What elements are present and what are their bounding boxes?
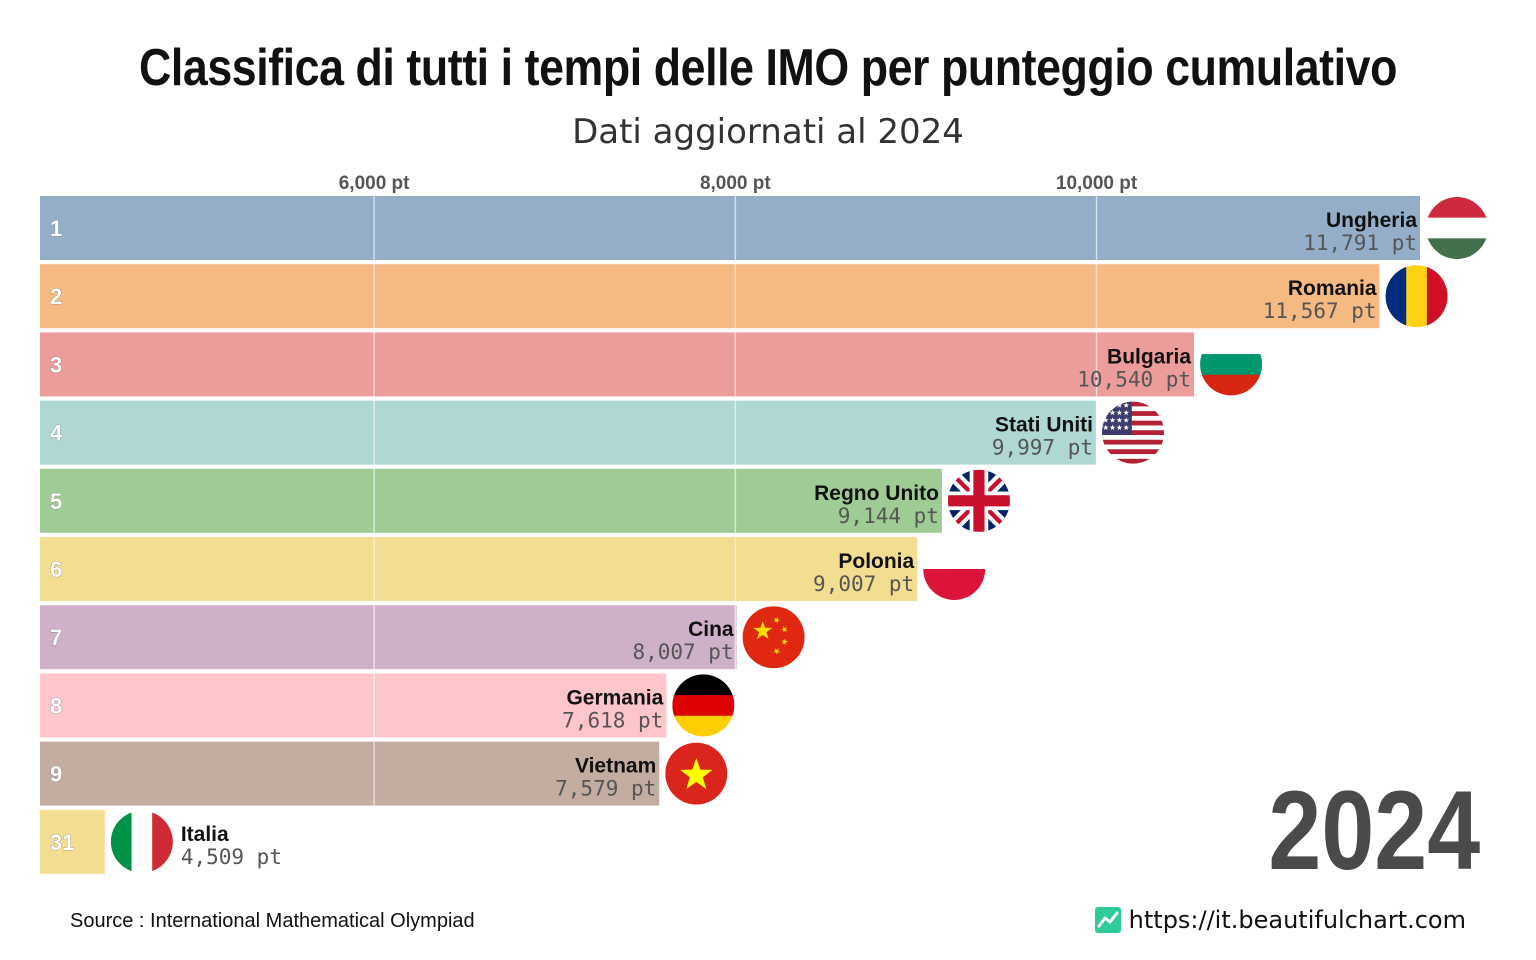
value-label: 10,540 pt: [1077, 367, 1191, 391]
site-url[interactable]: https://it.beautifulchart.com: [1128, 906, 1466, 934]
bar-romania: [40, 264, 1380, 329]
bar-italy: [40, 809, 105, 874]
bar-china: [40, 605, 737, 670]
value-label: 8,007 pt: [632, 640, 733, 664]
flag-vietnam-icon: [665, 742, 728, 805]
chart-line-icon: [1094, 907, 1121, 933]
site-link[interactable]: https://it.beautifulchart.com: [1094, 906, 1466, 934]
flag-china-icon: [742, 606, 805, 669]
country-label: Polonia: [838, 550, 914, 573]
value-label: 9,007 pt: [813, 572, 914, 596]
rank-label: 6: [50, 557, 62, 582]
country-label: Stati Uniti: [995, 414, 1093, 437]
chart-subtitle: Dati aggiornati al 2024: [572, 112, 964, 152]
bar-germany: [40, 673, 667, 738]
value-label: 9,997 pt: [992, 436, 1093, 460]
rank-label: 31: [50, 830, 74, 855]
bar-poland: [40, 537, 918, 601]
bar-uk: [40, 468, 942, 533]
value-label: 11,567 pt: [1263, 299, 1377, 323]
x-tick-label: 6,000 pt: [339, 173, 410, 194]
value-label: 4,509 pt: [181, 845, 282, 869]
value-label: 11,791 pt: [1303, 231, 1417, 255]
x-tick-label: 8,000 pt: [700, 173, 771, 194]
country-label: Regno Unito: [814, 482, 939, 505]
bar-vietnam: [40, 741, 660, 806]
value-label: 7,579 pt: [555, 777, 656, 801]
flag-hungary-icon: [1426, 197, 1489, 259]
bar-bulgaria: [40, 332, 1195, 397]
country-label: Germania: [566, 686, 663, 709]
bar-usa: [40, 400, 1097, 465]
rank-label: 5: [50, 489, 62, 514]
flag-uk-icon: [947, 469, 1010, 532]
country-label: Vietnam: [575, 755, 656, 778]
x-tick-label: 10,000 pt: [1056, 173, 1138, 194]
country-label: Cina: [688, 618, 734, 641]
country-label: Romania: [1288, 277, 1377, 300]
value-label: 7,618 pt: [562, 708, 663, 732]
rank-label: 1: [50, 216, 62, 241]
bar-hungary: [40, 196, 1421, 260]
flag-romania-icon: [1385, 265, 1448, 328]
flag-germany-icon: [672, 674, 735, 737]
rank-label: 2: [50, 284, 62, 309]
flag-usa-icon: [1102, 401, 1165, 464]
rank-label: 9: [50, 762, 62, 787]
rank-label: 3: [50, 352, 62, 377]
country-label: Italia: [181, 823, 229, 846]
source-note: Source : International Mathematical Olym…: [70, 910, 475, 932]
year-label: 2024: [1268, 768, 1480, 893]
country-label: Bulgaria: [1107, 345, 1191, 368]
flag-italy-icon: [110, 810, 173, 873]
rank-label: 7: [50, 625, 62, 650]
rank-label: 8: [50, 693, 62, 718]
rank-label: 4: [50, 421, 63, 446]
flag-poland-icon: [923, 538, 986, 600]
country-label: Ungheria: [1326, 209, 1417, 232]
chart-title: Classifica di tutti i tempi delle IMO pe…: [139, 39, 1397, 97]
flag-bulgaria-icon: [1200, 333, 1263, 396]
value-label: 9,144 pt: [838, 504, 939, 528]
